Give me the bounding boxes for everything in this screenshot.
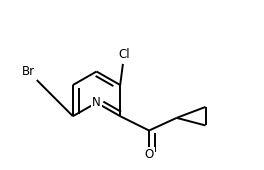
Text: Cl: Cl [118, 48, 130, 61]
Text: Br: Br [22, 65, 35, 78]
Text: N: N [92, 96, 101, 109]
Text: O: O [144, 148, 154, 161]
